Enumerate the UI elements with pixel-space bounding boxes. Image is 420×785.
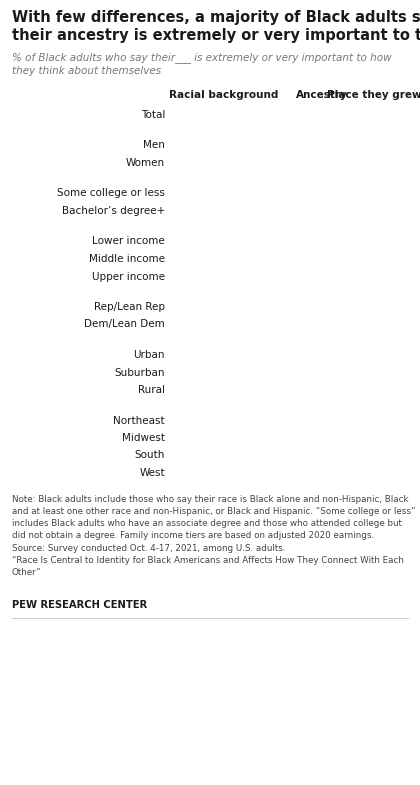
Text: 65: 65: [328, 367, 343, 378]
Text: 65: 65: [328, 206, 343, 216]
Text: 65: 65: [328, 385, 343, 395]
Text: Bachelor’s degree+: Bachelor’s degree+: [62, 206, 165, 216]
Text: 46: 46: [371, 385, 386, 395]
Text: 74: 74: [253, 158, 267, 168]
Text: 65: 65: [328, 110, 343, 120]
Text: 49: 49: [373, 350, 388, 360]
Text: 65: 65: [328, 319, 343, 330]
Text: Dem/Lean Dem: Dem/Lean Dem: [84, 319, 165, 330]
Text: South: South: [135, 451, 165, 461]
Text: 65: 65: [328, 188, 343, 199]
Text: Rep/Lean Rep: Rep/Lean Rep: [94, 302, 165, 312]
Text: 51: 51: [375, 433, 389, 443]
Text: 73: 73: [252, 350, 265, 360]
Text: Women: Women: [126, 158, 165, 168]
Text: 67: 67: [331, 433, 344, 443]
Text: Upper income: Upper income: [92, 272, 165, 282]
Text: 43: 43: [369, 254, 383, 264]
Text: 45: 45: [370, 367, 385, 378]
Text: 69: 69: [333, 272, 346, 282]
Text: Ancestry: Ancestry: [296, 90, 347, 100]
Text: 66: 66: [330, 302, 344, 312]
Text: 62: 62: [326, 468, 340, 478]
Text: 67: 67: [331, 158, 344, 168]
Text: % of Black adults who say their___ is extremely or very important to how
they th: % of Black adults who say their___ is ex…: [12, 52, 391, 76]
Text: 47: 47: [372, 141, 386, 151]
Text: 47: 47: [372, 272, 386, 282]
Text: Rural: Rural: [138, 385, 165, 395]
Text: Some college or less: Some college or less: [57, 188, 165, 199]
Text: Total: Total: [141, 110, 165, 120]
Text: 71: 71: [249, 110, 263, 120]
Text: 72: 72: [250, 415, 264, 425]
Text: West: West: [139, 468, 165, 478]
Text: 63: 63: [327, 141, 341, 151]
Text: 77: 77: [257, 272, 271, 282]
Text: 47: 47: [372, 468, 386, 478]
Text: Lower income: Lower income: [92, 236, 165, 246]
Text: 68: 68: [245, 385, 259, 395]
Text: 52: 52: [223, 302, 237, 312]
Text: Urban: Urban: [134, 350, 165, 360]
Text: 47: 47: [372, 415, 386, 425]
Text: 76: 76: [256, 206, 270, 216]
Text: 46: 46: [371, 158, 386, 168]
Text: 69: 69: [246, 188, 260, 199]
Text: Men: Men: [143, 141, 165, 151]
Text: 48: 48: [373, 302, 387, 312]
Text: 70: 70: [248, 451, 262, 461]
Text: Middle income: Middle income: [89, 254, 165, 264]
Text: 47: 47: [372, 319, 386, 330]
Text: Suburban: Suburban: [115, 367, 165, 378]
Text: 69: 69: [246, 468, 260, 478]
Text: 48: 48: [373, 236, 387, 246]
Text: 65: 65: [328, 415, 343, 425]
Text: PEW RESEARCH CENTER: PEW RESEARCH CENTER: [12, 600, 147, 610]
Text: 47: 47: [372, 188, 386, 199]
Text: Northeast: Northeast: [113, 415, 165, 425]
Text: 67: 67: [244, 236, 257, 246]
Text: their ancestry is extremely or very important to them: their ancestry is extremely or very impo…: [12, 28, 420, 43]
Text: 67: 67: [244, 141, 257, 151]
Text: Midwest: Midwest: [122, 433, 165, 443]
Text: With few differences, a majority of Black adults say: With few differences, a majority of Blac…: [12, 10, 420, 25]
Text: 64: 64: [328, 236, 341, 246]
Text: 75: 75: [255, 319, 268, 330]
Text: 74: 74: [253, 433, 267, 443]
Text: Place they grew up: Place they grew up: [328, 90, 420, 100]
Text: 46: 46: [371, 110, 386, 120]
Text: Racial background: Racial background: [169, 90, 279, 100]
Text: 71: 71: [249, 367, 263, 378]
Text: 45: 45: [370, 206, 385, 216]
Text: 64: 64: [328, 254, 341, 264]
Text: 65: 65: [328, 451, 343, 461]
Text: 74: 74: [253, 254, 267, 264]
Text: Note: Black adults include those who say their race is Black alone and non-Hispa: Note: Black adults include those who say…: [12, 495, 415, 577]
Text: 44: 44: [370, 451, 384, 461]
Text: 64: 64: [328, 350, 341, 360]
